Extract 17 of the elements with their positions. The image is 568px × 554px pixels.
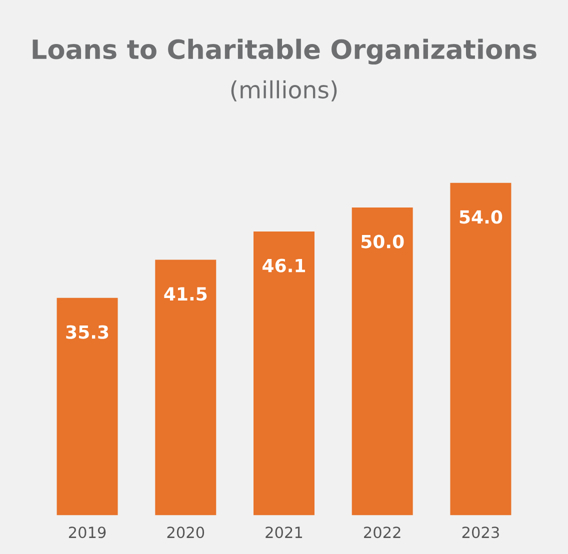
bar	[450, 182, 512, 516]
x-tick-label: 2019	[68, 526, 106, 538]
x-tick-label: 2020	[167, 526, 204, 538]
bar	[352, 207, 413, 516]
x-tick-label: 2022	[364, 526, 400, 538]
data-label: 54.0	[460, 210, 502, 224]
chart-title: Loans to Charitable Organizations	[32, 38, 536, 65]
x-tick-label: 2023	[462, 526, 499, 538]
bar	[254, 231, 314, 516]
bar	[56, 298, 118, 516]
data-label: 50.0	[361, 234, 404, 248]
data-label: 35.3	[66, 325, 108, 339]
data-label: 46.1	[262, 258, 306, 272]
x-tick-label: 2021	[266, 526, 302, 538]
data-label: 41.5	[164, 287, 207, 301]
chart-subtitle: (millions)	[231, 80, 337, 102]
bar	[155, 260, 216, 516]
